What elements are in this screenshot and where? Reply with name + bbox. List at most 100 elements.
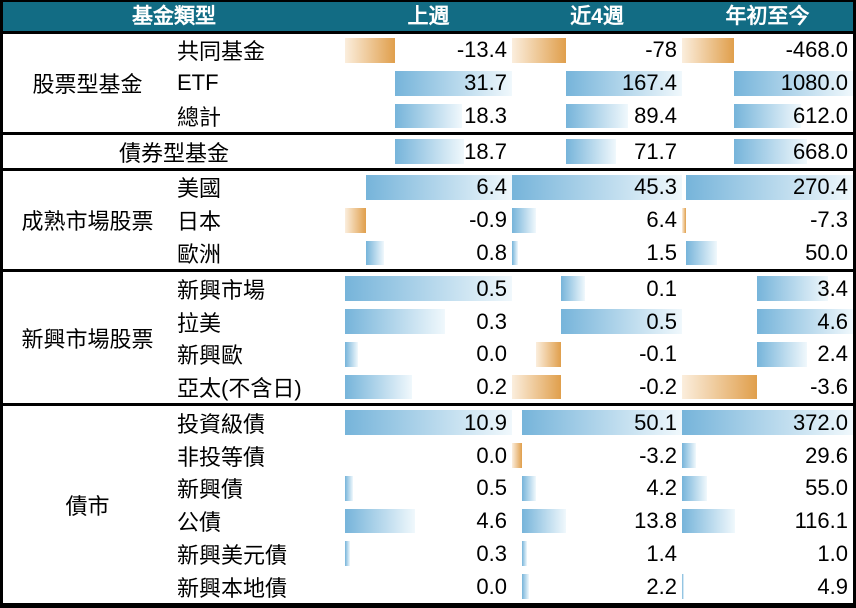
value-cell: 18.3 <box>345 100 512 133</box>
value-cell: 0.5 <box>512 305 682 338</box>
value-text: 2.4 <box>817 341 848 367</box>
row-label: 非投等債 <box>177 444 266 470</box>
value-cell: 6.4 <box>345 171 512 204</box>
group-label: 債市 <box>65 493 110 519</box>
table-body: 股票型基金 共同基金 -13.4 -78 -468.0 ETF 31.7 167.4 1080.… <box>3 34 853 603</box>
header-cell-ytd: 年初至今 <box>725 5 810 28</box>
positive-data-bar <box>512 240 518 266</box>
positive-data-bar <box>757 341 808 367</box>
positive-data-bar <box>345 309 446 334</box>
value-text: 31.7 <box>464 70 507 96</box>
positive-data-bar <box>394 103 463 129</box>
value-cell: 668.0 <box>682 135 853 168</box>
value-cell: 3.4 <box>682 272 853 305</box>
positive-data-bar <box>394 70 512 96</box>
table-section: 債市 投資級債 10.9 50.1 372.0 非投等債 0.0 -3.2 29.6 新興債 0.5… <box>3 403 853 603</box>
value-text: 372.0 <box>792 409 848 435</box>
value-text: 2.2 <box>646 573 677 599</box>
positive-data-bar <box>512 207 537 233</box>
value-cell: 50.1 <box>512 406 682 439</box>
positive-data-bar <box>345 475 353 501</box>
value-cell: 0.5 <box>345 472 512 505</box>
value-cell: 55.0 <box>682 472 853 505</box>
value-text: 0.5 <box>476 275 507 301</box>
value-text: 29.6 <box>805 442 848 468</box>
value-text: 55.0 <box>805 475 848 501</box>
group-label: 股票型基金 <box>32 72 143 98</box>
positive-data-bar <box>365 175 512 200</box>
table-section: 成熟市場股票 美國 6.4 45.3 270.4 日本 -0.9 6.4 -7.3 歐洲 0.8 1.… <box>3 168 853 269</box>
row-label: 亞太(不含日) <box>177 376 302 402</box>
row-label: 美國 <box>177 176 222 202</box>
value-cell: 31.7 <box>345 67 512 100</box>
positive-data-bar <box>757 309 853 334</box>
positive-data-bar <box>686 240 718 266</box>
negative-data-bar <box>536 341 561 367</box>
positive-data-bar <box>733 103 802 129</box>
value-cell: 71.7 <box>512 135 682 168</box>
value-text: -7.3 <box>810 207 848 233</box>
value-cell: -7.3 <box>682 204 853 237</box>
value-text: 270.4 <box>792 174 848 200</box>
value-cell: 4.6 <box>345 505 512 538</box>
positive-data-bar <box>682 410 853 436</box>
value-cell: 89.4 <box>512 100 682 133</box>
value-cell: 4.9 <box>682 570 853 603</box>
positive-data-bar <box>345 374 412 400</box>
value-cell: 10.9 <box>345 406 512 439</box>
value-text: -13.4 <box>456 37 507 63</box>
value-text: 4.2 <box>646 475 677 501</box>
value-text: 0.5 <box>476 475 507 501</box>
positive-data-bar <box>560 309 682 334</box>
value-cell: 0.3 <box>345 537 512 570</box>
value-text: 89.4 <box>634 102 677 128</box>
value-cell: 0.0 <box>345 439 512 472</box>
value-text: 0.5 <box>646 308 677 334</box>
value-cell: 13.8 <box>512 505 682 538</box>
positive-data-bar <box>566 103 628 129</box>
value-text: 18.3 <box>464 102 507 128</box>
row-label: 日本 <box>177 209 222 235</box>
value-cell: 18.7 <box>345 135 512 168</box>
value-cell: -3.2 <box>512 439 682 472</box>
positive-data-bar <box>345 341 359 367</box>
value-text: 668.0 <box>792 138 848 164</box>
value-cell: 270.4 <box>682 171 853 204</box>
table-section: 新興市場股票 新興市場 0.5 0.1 3.4 拉美 0.3 0.5 4.6 新興歐 0.0 -0.1… <box>3 269 853 403</box>
value-text: 4.9 <box>817 573 848 599</box>
value-cell: 29.6 <box>682 439 853 472</box>
value-text: 0.0 <box>476 573 507 599</box>
value-cell: 1.5 <box>512 237 682 270</box>
value-cell: 372.0 <box>682 406 853 439</box>
value-text: 0.8 <box>476 239 507 265</box>
row-label: 新興歐 <box>177 343 244 369</box>
positive-data-bar <box>560 276 585 302</box>
row-label: ETF <box>177 70 219 96</box>
value-cell: 1.0 <box>682 537 853 570</box>
value-text: 4.6 <box>817 308 848 334</box>
header-cell-fund-type: 基金類型 <box>132 5 216 28</box>
row-label: 投資級債 <box>177 411 266 437</box>
negative-data-bar <box>682 374 758 400</box>
value-cell: -78 <box>512 34 682 67</box>
value-text: -3.6 <box>810 374 848 400</box>
value-cell: 116.1 <box>682 505 853 538</box>
value-text: 18.7 <box>464 138 507 164</box>
positive-data-bar <box>345 276 512 302</box>
positive-data-bar <box>345 541 350 567</box>
positive-data-bar <box>522 541 527 567</box>
positive-data-bar <box>345 410 512 436</box>
value-cell: 1080.0 <box>682 67 853 100</box>
value-text: 116.1 <box>794 508 848 534</box>
value-text: 4.6 <box>476 508 507 534</box>
value-cell: 2.4 <box>682 338 853 371</box>
positive-data-bar <box>522 475 536 501</box>
value-text: 0.2 <box>476 374 507 400</box>
value-cell: -0.9 <box>345 204 512 237</box>
value-text: 6.4 <box>476 174 507 200</box>
row-label: 新興美元債 <box>177 542 288 568</box>
positive-data-bar <box>522 410 682 436</box>
negative-data-bar <box>682 38 734 63</box>
group-label: 債券型基金 <box>118 140 229 166</box>
positive-data-bar <box>394 139 464 165</box>
